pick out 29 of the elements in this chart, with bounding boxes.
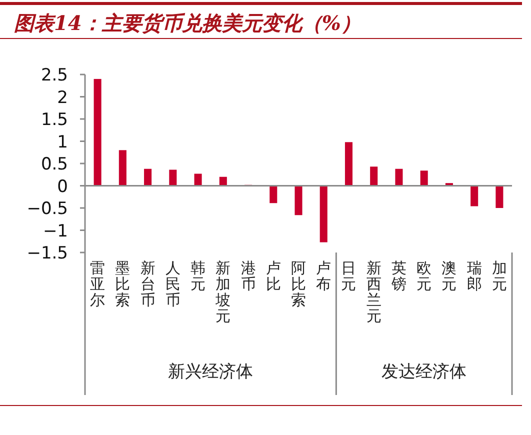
x-tick-label: 雷亚尔 xyxy=(90,259,106,309)
x-tick-label: 澳元 xyxy=(442,259,457,293)
y-tick-label: 2.5 xyxy=(40,66,68,86)
x-tick-label: 欧元 xyxy=(416,259,432,293)
y-tick-label: 0.5 xyxy=(40,154,68,174)
title: 图表14：主要货币兑换美元变化（%） xyxy=(14,11,361,35)
y-tick-label: −1 xyxy=(42,221,68,242)
y-tick-label: 0 xyxy=(57,176,68,197)
y-tick-label: 1.5 xyxy=(40,110,68,130)
x-tick-label: 韩元 xyxy=(190,259,206,293)
x-tick-label: 加元 xyxy=(492,259,507,293)
y-tick-label: 1 xyxy=(57,132,68,152)
x-tick-label: 人民币 xyxy=(165,259,180,309)
x-tick-label: 墨比索 xyxy=(115,259,130,309)
x-tick-label: 港币 xyxy=(240,259,256,293)
x-tick-label: 卢比 xyxy=(266,259,281,293)
y-tick-label: 2 xyxy=(57,88,68,108)
x-tick-label: 卢布 xyxy=(316,259,332,293)
y-tick-label: −1.5 xyxy=(26,244,68,264)
x-tick-label: 阿比索 xyxy=(291,259,306,309)
x-tick-label: 英镑 xyxy=(391,259,406,293)
x-tick-label: 新西兰元 xyxy=(366,259,382,325)
x-tick-label: 日元 xyxy=(341,259,356,293)
x-tick-label: 新加坡元 xyxy=(216,259,231,325)
group-label: 发达经济体 xyxy=(382,362,467,382)
group-label: 新兴经济体 xyxy=(168,362,254,382)
x-tick-label: 新台币 xyxy=(140,259,156,309)
x-tick-label: 瑞郎 xyxy=(466,259,482,293)
y-tick-label: −0.5 xyxy=(26,199,68,219)
